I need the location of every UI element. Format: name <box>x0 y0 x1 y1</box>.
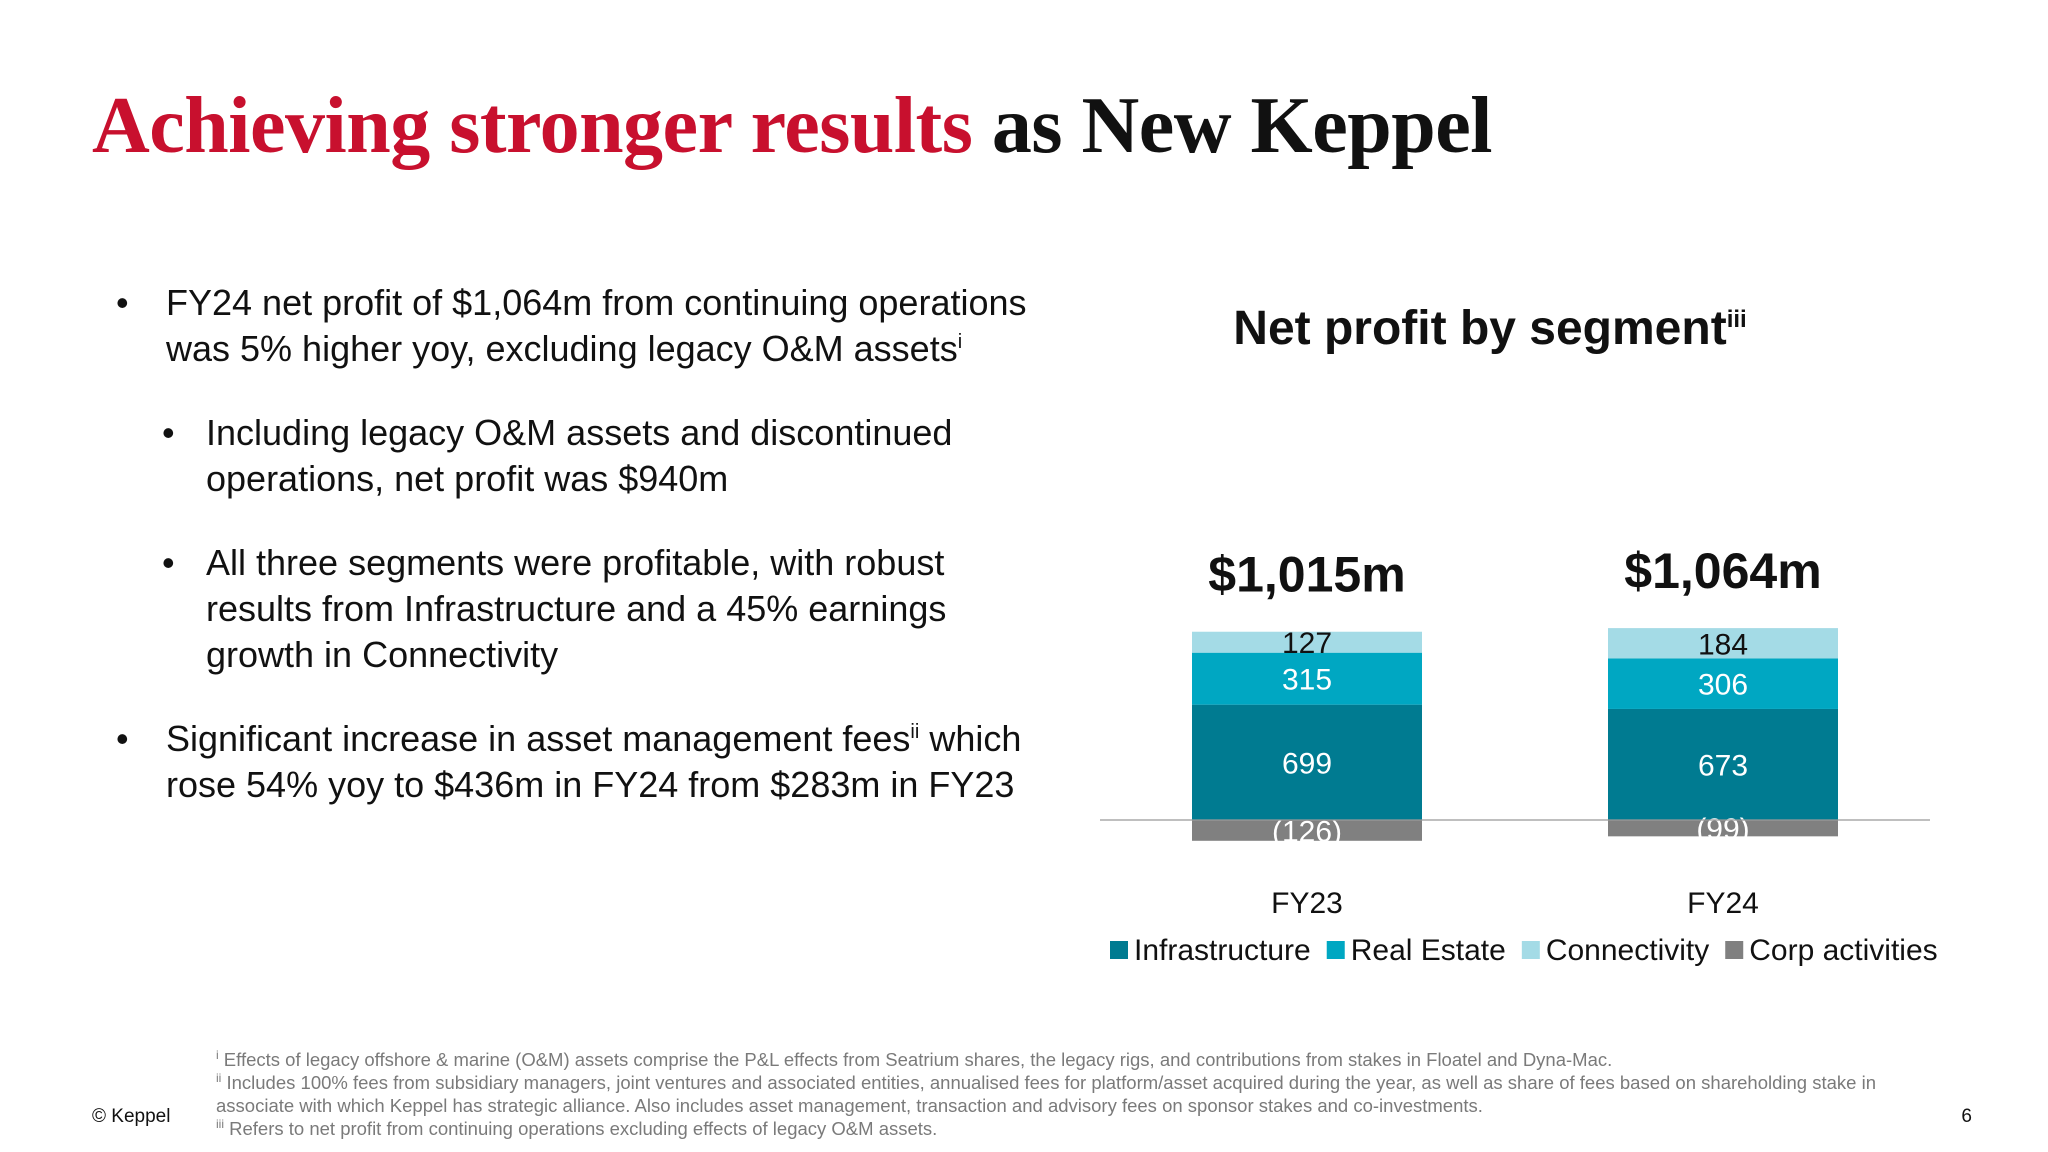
bar-segment <box>1608 658 1838 709</box>
data-label: 184 <box>1698 628 1748 661</box>
sub-bullet-item: • All three segments were profitable, wi… <box>108 540 1038 678</box>
title-highlight: Achieving stronger results <box>92 82 973 170</box>
footnote-marker: iii <box>216 1116 224 1131</box>
footnotes: i Effects of legacy offshore & marine (O… <box>216 1048 1936 1140</box>
footnote: i Effects of legacy offshore & marine (O… <box>216 1048 1936 1071</box>
footnote: ii Includes 100% fees from subsidiary ma… <box>216 1071 1936 1117</box>
legend-label: Connectivity <box>1546 934 1709 967</box>
page-title: Achieving stronger results as New Keppel <box>92 78 1492 174</box>
legend-swatch <box>1521 941 1540 959</box>
footnote-marker: i <box>216 1047 219 1062</box>
data-label: (99) <box>1696 813 1749 846</box>
legend-label: Real Estate <box>1351 934 1506 967</box>
legend-label: Corp activities <box>1749 934 1937 967</box>
category-label: FY24 <box>1687 887 1759 920</box>
bullet-dot: • <box>162 412 175 453</box>
legend-swatch <box>1725 941 1744 959</box>
bullet-list: • FY24 net profit of $1,064m from contin… <box>108 280 1038 846</box>
data-label: (126) <box>1272 815 1342 848</box>
bullet-text-continued: which rose 54% yoy to $436m in FY24 from… <box>166 718 1022 805</box>
bar-segment <box>1608 708 1838 820</box>
bar-segment <box>1192 652 1422 705</box>
data-label: 306 <box>1698 669 1748 702</box>
sub-bullet-item: • Including legacy O&M assets and discon… <box>108 410 1038 502</box>
chart-title: Net profit by segmentiii <box>1100 300 1880 358</box>
footnote-text: Includes 100% fees from subsidiary manag… <box>216 1072 1876 1116</box>
copyright: © Keppel <box>92 1106 171 1127</box>
data-label: 699 <box>1282 747 1332 780</box>
data-label: 673 <box>1698 749 1748 782</box>
bullet-dot: • <box>116 282 129 323</box>
bullet-text: All three segments were profitable, with… <box>206 542 947 675</box>
category-label: FY23 <box>1271 887 1343 920</box>
bullet-text: FY24 net profit of $1,064m from continui… <box>166 282 1027 369</box>
bar-segment <box>1608 820 1838 837</box>
chart-title-text: Net profit by segment <box>1233 302 1727 355</box>
bullet-text: Including legacy O&M assets and disconti… <box>206 412 953 499</box>
total-label: $1,015m <box>1208 547 1405 603</box>
bar-segment <box>1192 704 1422 820</box>
stacked-bar-chart: 699 315 127 (126) $1,015m FY23 673 306 184 (99) $1… <box>1100 543 1938 967</box>
page-number: 6 <box>1961 1106 1972 1127</box>
footnote-text: Refers to net profit from continuing ope… <box>224 1118 938 1139</box>
footnote-text: Effects of legacy offshore & marine (O&M… <box>218 1049 1613 1070</box>
footnote-ref: i <box>957 331 963 353</box>
footnote: iii Refers to net profit from continuing… <box>216 1117 1936 1140</box>
legend-swatch <box>1110 941 1128 959</box>
data-label: 315 <box>1282 664 1332 697</box>
bullet-dot: • <box>116 718 129 759</box>
footnote-ref: iii <box>1726 306 1747 333</box>
footnote-marker: ii <box>216 1070 222 1085</box>
title-rest: as New Keppel <box>972 82 1493 170</box>
bar-segment <box>1192 631 1422 653</box>
bullet-item: • FY24 net profit of $1,064m from contin… <box>108 280 1038 372</box>
bullet-item: • Significant increase in asset manageme… <box>108 716 1038 808</box>
legend-swatch <box>1326 941 1345 959</box>
bullet-dot: • <box>162 542 175 583</box>
data-label: 127 <box>1282 627 1332 660</box>
bar-segment <box>1608 628 1838 659</box>
footnote-ref: ii <box>910 721 920 743</box>
bar-segment <box>1192 820 1422 841</box>
bullet-text: Significant increase in asset management… <box>166 718 911 759</box>
legend-label: Infrastructure <box>1134 934 1311 967</box>
total-label: $1,064m <box>1624 543 1821 599</box>
